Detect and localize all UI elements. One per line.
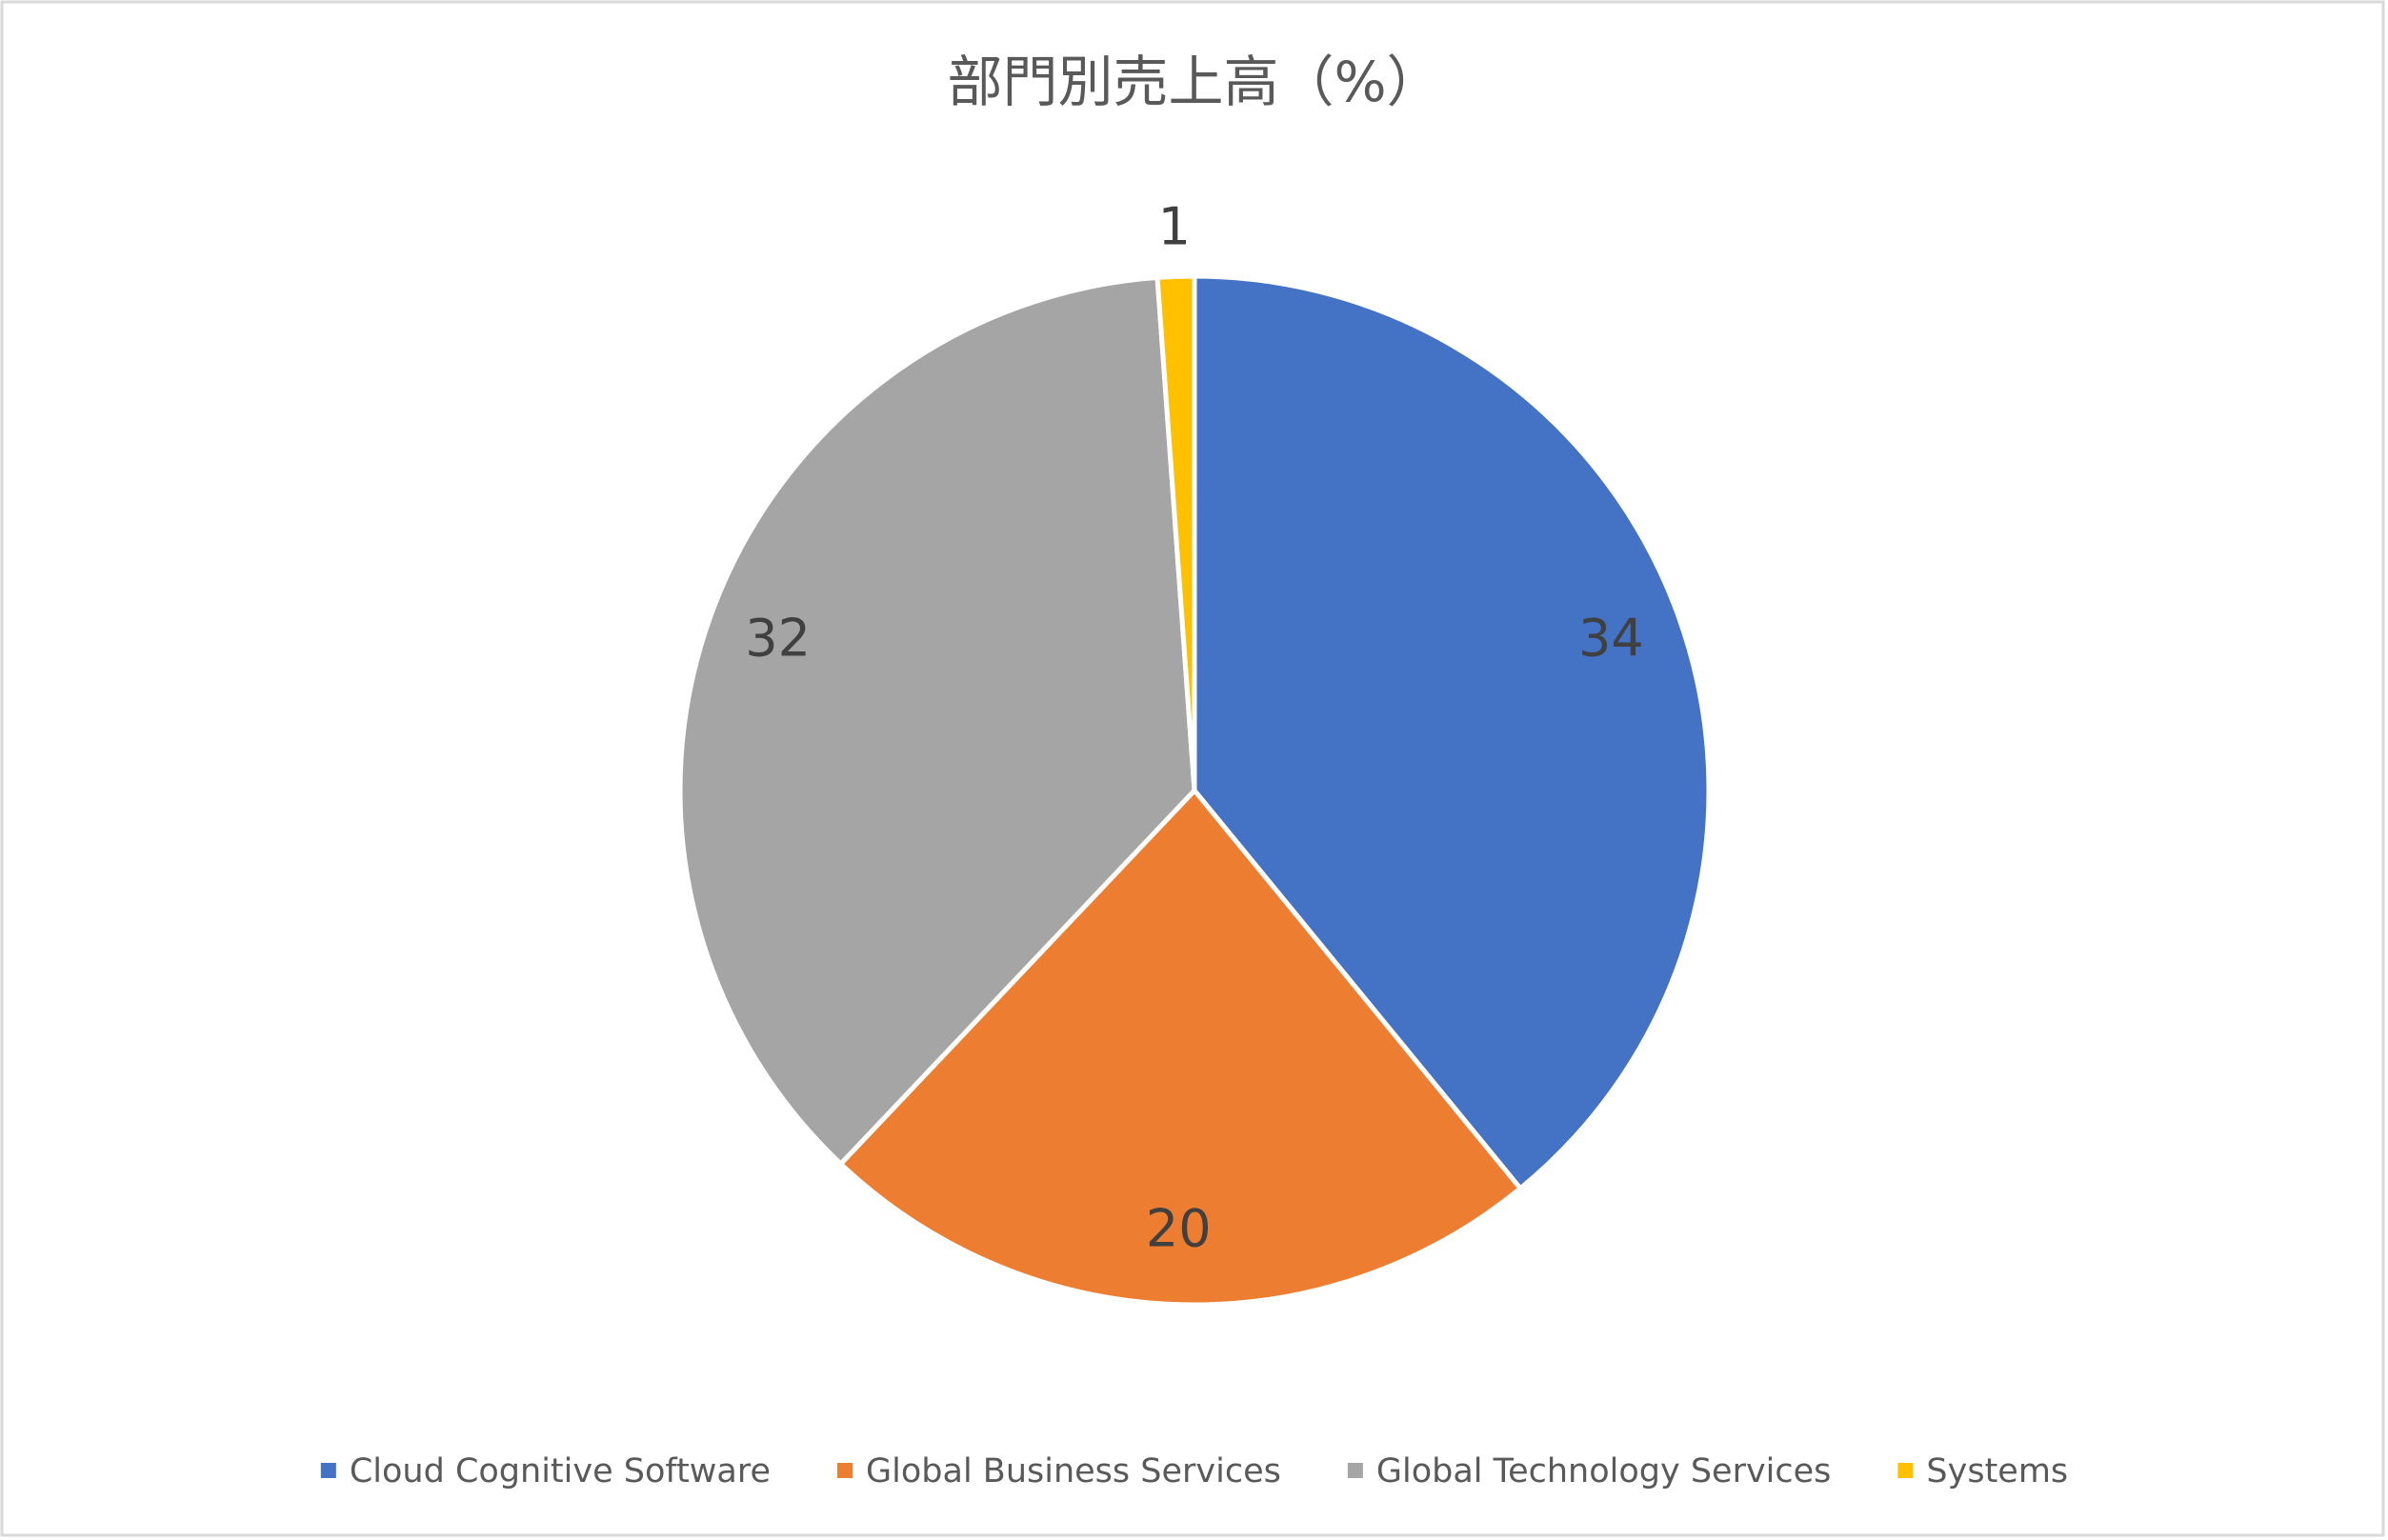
legend-label: Cloud Cognitive Software [350,1452,771,1490]
data-label: 20 [1146,1199,1212,1259]
pie-slice [1154,273,1197,793]
pie-slice [838,788,1523,1308]
pie-slice [677,274,1197,1167]
data-label: 34 [1578,608,1644,668]
data-label: 1 [1158,196,1191,256]
legend-marker [1347,1463,1363,1478]
pie-slice [1192,273,1712,1191]
legend-label: Global Business Services [866,1452,1281,1490]
legend-marker [837,1463,853,1478]
data-label: 32 [745,608,811,668]
legend-label: Global Technology Services [1376,1452,1832,1490]
legend-marker [320,1463,336,1478]
chart-title: 部門別売上高（%） [947,50,1441,114]
legend-marker [1897,1463,1914,1478]
legend-label: Systems [1926,1452,2068,1490]
